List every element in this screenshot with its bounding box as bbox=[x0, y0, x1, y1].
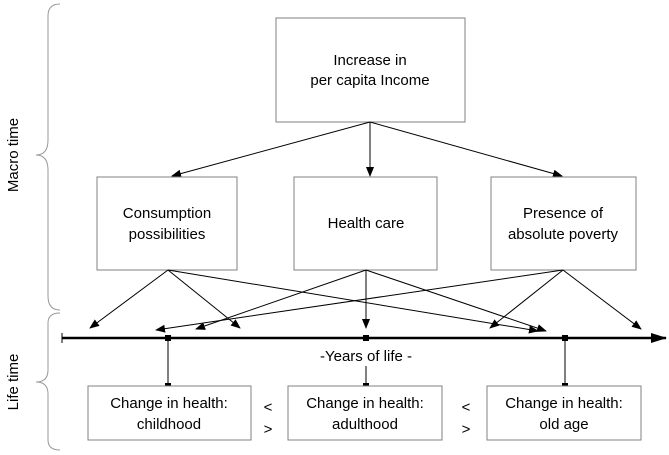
middle-node bbox=[490, 176, 637, 271]
axis-label: -Years of life - bbox=[320, 348, 412, 365]
node-text: possibilities bbox=[129, 226, 206, 243]
comparison: > bbox=[264, 421, 273, 438]
node-text: adulthood bbox=[332, 416, 398, 433]
side-label: Macro time bbox=[5, 118, 22, 192]
node-text: childhood bbox=[137, 416, 201, 433]
node-text: Change in health: bbox=[306, 395, 424, 412]
bottom-node bbox=[287, 385, 443, 441]
arrow bbox=[369, 121, 563, 178]
top-node bbox=[275, 17, 466, 123]
node-text: Change in health: bbox=[505, 395, 623, 412]
bottom-node bbox=[486, 385, 642, 441]
comparison: > bbox=[462, 421, 471, 438]
node-text: Change in health: bbox=[110, 395, 228, 412]
node-text: per capita Income bbox=[310, 72, 429, 89]
comparison: < bbox=[264, 399, 273, 416]
node-text: Consumption bbox=[123, 205, 211, 222]
bottom-node bbox=[87, 385, 252, 441]
comparison: < bbox=[462, 399, 471, 416]
node-text: absolute poverty bbox=[508, 226, 619, 243]
arrow bbox=[171, 121, 371, 178]
node-text: Health care bbox=[328, 215, 405, 232]
influence-arrows bbox=[89, 269, 642, 334]
node-text: Presence of bbox=[523, 205, 604, 222]
side-label: Life time bbox=[5, 354, 22, 411]
macro-brace bbox=[35, 3, 61, 311]
node-text: old age bbox=[539, 416, 588, 433]
node-text: Increase in bbox=[333, 52, 406, 69]
middle-node bbox=[96, 176, 238, 271]
life-brace bbox=[35, 312, 61, 451]
